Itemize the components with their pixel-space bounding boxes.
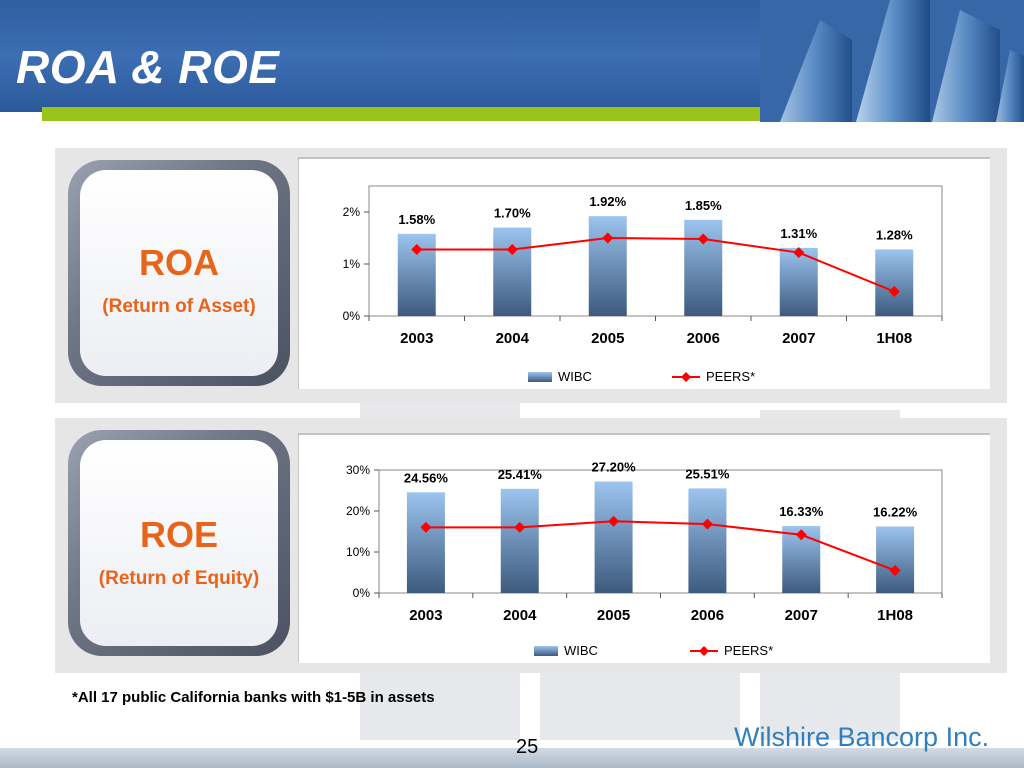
roe-panel: ROE (Return of Equity) 0% 10% 20% 30% 24.56%… [55,418,1007,673]
legend-peers-marker [699,646,709,656]
legend-wibc-label: WIBC [558,369,592,384]
peers-marker-2004 [514,521,526,533]
roe-chart: 0% 10% 20% 30% 24.56% 2003 25.41% 2004 27.20% 200… [297,433,990,663]
bar-2005 [588,216,627,316]
data-label: 16.33% [779,504,824,519]
roe-chart-svg: 0% 10% 20% 30% 24.56% 2003 25.41% 2004 27.20% 200… [297,433,990,663]
legend-peers-label: PEERS* [706,369,755,384]
footnote: *All 17 public California banks with $1-… [72,689,435,706]
peers-marker-2005 [608,515,620,527]
x-tick-label: 2007 [782,330,815,347]
peers-marker-1H08 [888,286,900,298]
x-tick-label: 2003 [409,607,442,624]
data-label: 25.51% [685,466,730,481]
skyscraper-graphic [760,0,1024,122]
peers-line [425,520,896,572]
data-label: 1.58% [398,212,435,227]
roa-badge-inner: ROA (Return of Asset) [80,170,278,376]
y-tick-label: 2% [343,205,361,219]
data-label: 16.22% [873,504,918,519]
peers-marker-2003 [411,243,423,255]
legend-peers-marker [681,372,691,382]
data-label: 25.41% [498,467,543,482]
peers-marker-2003 [420,521,432,533]
x-tick-label: 2004 [496,330,530,347]
peers-marker-2006 [697,233,709,245]
page-title: ROA & ROE [16,41,280,93]
roa-title: ROA [139,242,219,283]
y-tick-label: 20% [346,504,370,518]
peers-marker-2005 [602,232,614,244]
y-tick-label: 0% [353,586,371,600]
plot-area [378,469,943,594]
legend-wibc-label: WIBC [564,643,598,658]
y-tick-label: 10% [346,545,370,559]
plot-area [368,185,943,317]
bar-2004 [500,488,539,593]
bar-2004 [493,227,532,316]
page-number: 25 [516,736,539,758]
roa-panel: ROA (Return of Asset) 0% 1% 2% 1.58% 2003 1.7… [55,148,1007,403]
data-label: 1.92% [589,194,626,209]
peers-line [416,236,895,293]
x-tick-label: 2006 [687,330,720,347]
y-tick-label: 1% [343,257,361,271]
legend-wibc-swatch [528,372,552,382]
data-label: 1.28% [876,227,913,242]
roa-badge: ROA (Return of Asset) [68,160,290,386]
x-tick-label: 2004 [503,607,537,624]
bar-2005 [594,481,633,593]
peers-marker-1H08 [889,564,901,576]
data-label: 1.85% [685,198,722,213]
footer-bar [0,748,1024,768]
y-tick-label: 30% [346,463,370,477]
bar-1H08 [876,526,915,593]
bar-2007 [779,247,818,316]
roa-chart-svg: 0% 1% 2% 1.58% 2003 1.70% 2004 1.92% 2005 1.85% 20… [297,157,990,389]
legend-wibc-swatch [534,646,558,656]
x-tick-label: 2005 [591,330,624,347]
bar-2006 [688,488,727,593]
roa-subtitle: (Return of Asset) [102,296,256,317]
data-label: 27.20% [592,459,637,474]
bar-1H08 [875,249,914,316]
bar-2003 [406,492,445,593]
x-tick-label: 2003 [400,330,433,347]
y-tick-label: 0% [343,309,361,323]
data-label: 1.31% [780,226,817,241]
peers-marker-2007 [795,529,807,541]
x-tick-label: 2005 [597,607,630,624]
data-label: 24.56% [404,470,449,485]
data-label: 1.70% [494,206,531,221]
x-tick-label: 1H08 [876,330,912,347]
peers-marker-2006 [701,518,713,530]
legend-peers-label: PEERS* [724,643,773,658]
x-tick-label: 2007 [785,607,818,624]
x-tick-label: 2006 [691,607,724,624]
peers-marker-2007 [793,247,805,259]
company-brand: Wilshire Bancorp Inc. [734,722,990,752]
roe-subtitle: (Return of Equity) [98,568,260,589]
roe-badge: ROE (Return of Equity) [68,430,290,656]
roa-chart: 0% 1% 2% 1.58% 2003 1.70% 2004 1.92% 2005 1.85% 20… [297,157,990,389]
peers-marker-2004 [506,243,518,255]
roe-title: ROE [139,514,218,555]
accent-bar [42,107,768,121]
x-tick-label: 1H08 [877,607,913,624]
roe-badge-inner: ROE (Return of Equity) [80,440,278,646]
header-gap [0,112,42,122]
